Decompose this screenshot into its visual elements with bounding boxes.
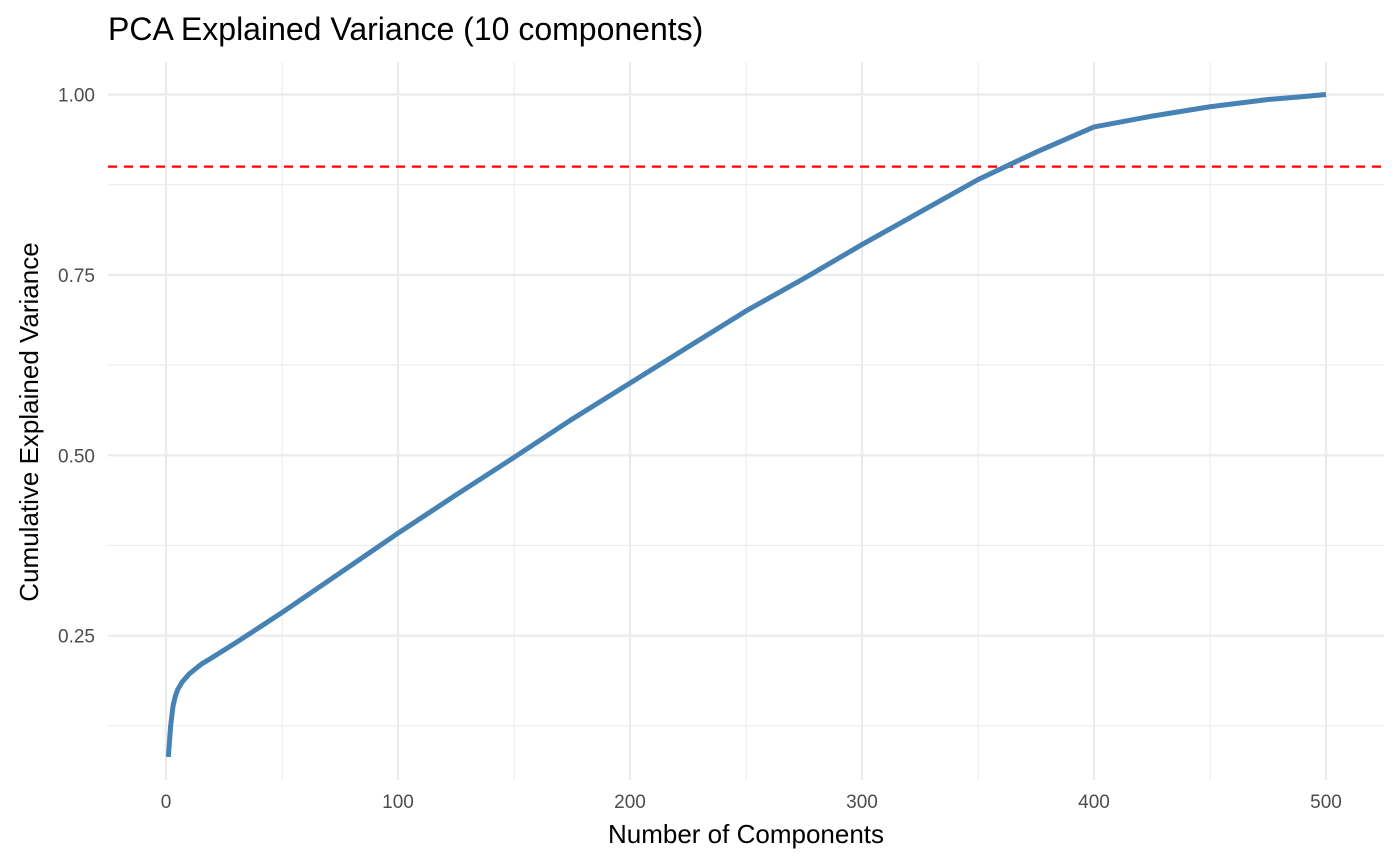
series-line (165, 91, 1327, 758)
x-tick-label: 0 (161, 792, 172, 813)
x-tick-label: 100 (382, 792, 414, 813)
x-tick-label: 200 (614, 792, 646, 813)
y-tick-label: 0.75 (58, 266, 95, 287)
x-tick-label: 300 (846, 792, 878, 813)
y-tick-label: 0.50 (58, 446, 95, 467)
x-axis-ticks: 0 100 200 300 400 500 (161, 792, 1342, 813)
chart-title: PCA Explained Variance (10 components) (108, 11, 703, 47)
y-tick-label: 1.00 (58, 85, 95, 106)
y-axis-label: Cumulative Explained Variance (14, 242, 44, 601)
x-tick-label: 400 (1078, 792, 1110, 813)
x-tick-label: 500 (1310, 792, 1342, 813)
series-layer (165, 91, 1327, 758)
y-axis-ticks: 0.25 0.50 0.75 1.00 (58, 85, 95, 647)
y-tick-label: 0.25 (58, 627, 95, 648)
grid (108, 62, 1384, 780)
x-axis-label: Number of Components (608, 819, 884, 849)
